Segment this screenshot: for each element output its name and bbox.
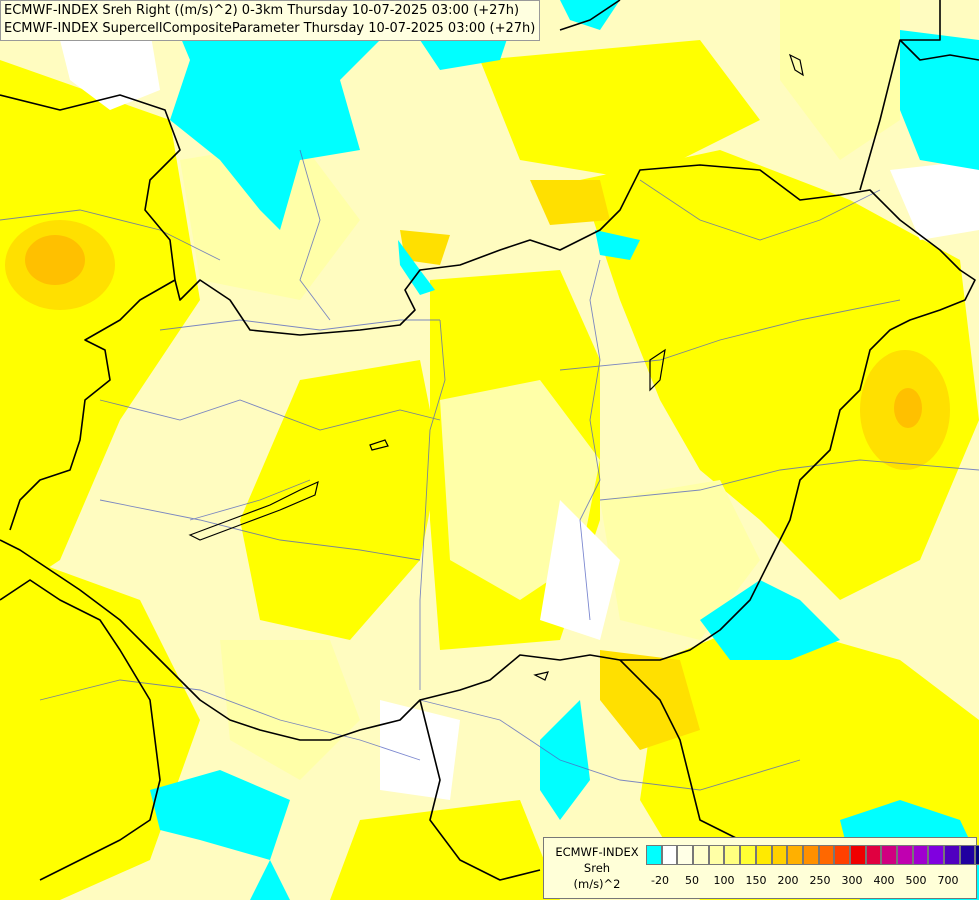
legend-tick-label: 50 — [685, 874, 699, 887]
legend-title: ECMWF-INDEX Sreh (m/s)^2 — [552, 844, 642, 892]
legend-swatch — [881, 845, 897, 865]
map-title-box: ECMWF-INDEX Sreh Right ((m/s)^2) 0-3km T… — [0, 0, 541, 41]
color-legend: ECMWF-INDEX Sreh (m/s)^2 -20 50 100 150 200 2… — [543, 837, 979, 899]
legend-tick-label: 250 — [809, 874, 831, 887]
sreh-fill-yellow — [0, 40, 979, 900]
legend-swatch — [865, 845, 882, 865]
legend-swatch — [897, 845, 913, 865]
legend-tick-label: 200 — [777, 874, 799, 887]
legend-tick-label: 300 — [841, 874, 863, 887]
legend-swatch — [724, 845, 741, 865]
legend-swatch — [944, 845, 960, 865]
legend-tick-label: 100 — [713, 874, 735, 887]
legend-swatch — [975, 845, 979, 865]
legend-tick-label: 400 — [873, 874, 895, 887]
legend-swatch — [959, 845, 976, 865]
lake-outlines — [188, 53, 804, 681]
legend-swatch — [787, 845, 803, 865]
title-line-sreh: ECMWF-INDEX Sreh Right ((m/s)^2) 0-3km T… — [4, 3, 520, 18]
legend-swatch — [912, 845, 929, 865]
legend-color-bar — [646, 845, 979, 865]
legend-tick-label: 700 — [937, 874, 959, 887]
legend-swatch — [661, 845, 678, 865]
legend-swatch — [646, 845, 662, 865]
borders — [0, 0, 979, 881]
legend-swatch — [771, 845, 788, 865]
legend-tick-label: -20 — [651, 874, 669, 887]
legend-swatch — [708, 845, 725, 865]
rivers — [0, 149, 979, 791]
legend-swatch — [802, 845, 819, 865]
legend-title-unit: (m/s)^2 — [573, 877, 621, 891]
legend-title-variable: Sreh — [583, 861, 611, 875]
sreh-fill-orange — [25, 235, 922, 428]
legend-swatch — [818, 845, 835, 865]
legend-tick-labels: -20 50 100 150 200 250 300 400 500 700 — [646, 874, 976, 890]
legend-tick-label: 500 — [905, 874, 927, 887]
legend-swatch — [677, 845, 694, 865]
legend-swatch — [755, 845, 772, 865]
legend-swatch — [740, 845, 756, 865]
legend-swatch — [693, 845, 709, 865]
sreh-fill-white — [60, 30, 979, 800]
legend-tick-label: 150 — [745, 874, 767, 887]
legend-title-source: ECMWF-INDEX — [555, 845, 639, 859]
title-line-scp: ECMWF-INDEX SupercellCompositeParameter … — [4, 21, 536, 36]
legend-swatch — [928, 845, 945, 865]
legend-swatch — [849, 845, 866, 865]
legend-swatch — [834, 845, 850, 865]
